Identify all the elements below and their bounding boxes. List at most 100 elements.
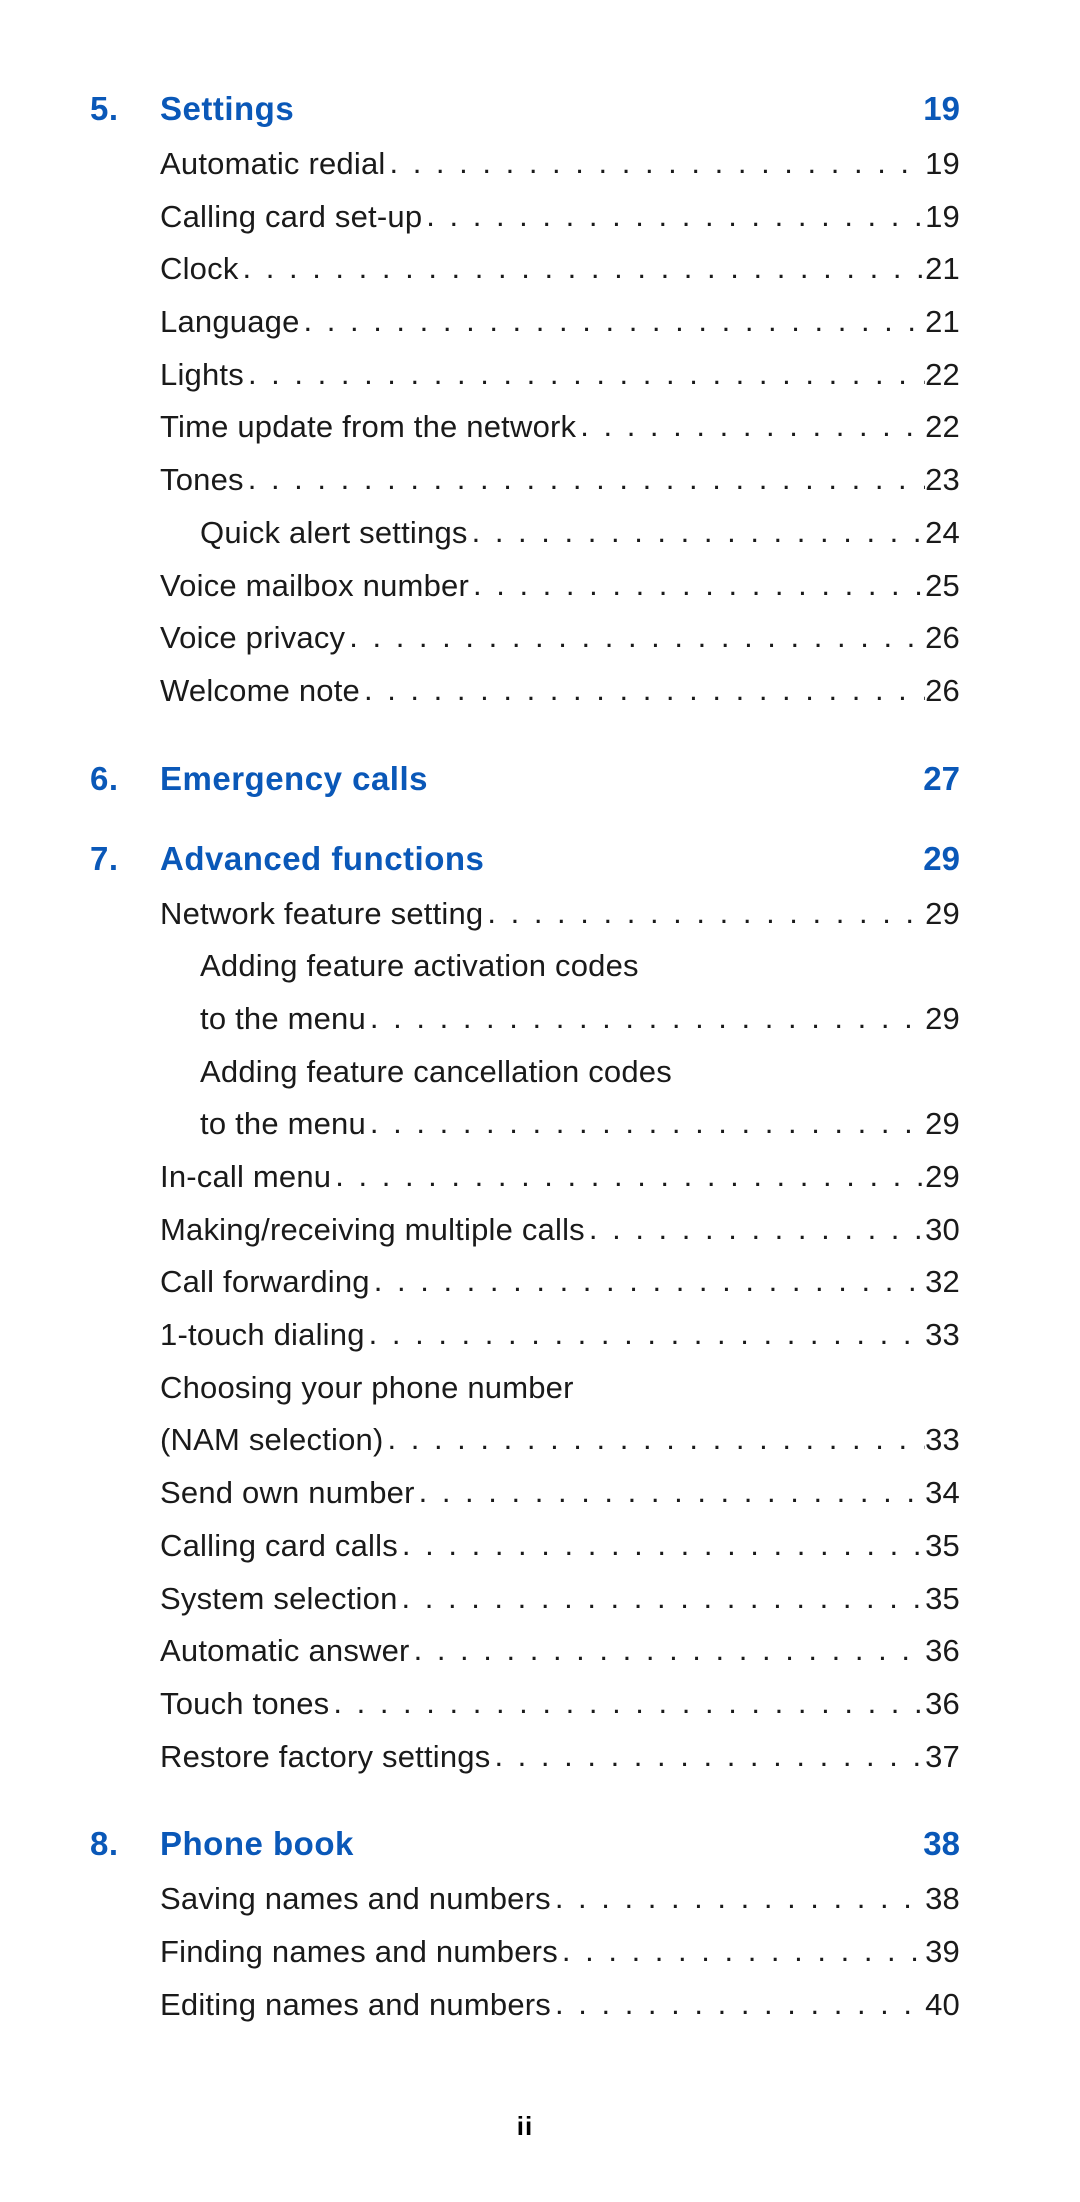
toc-entry[interactable]: Time update from the network 22 xyxy=(160,401,960,454)
toc-entry-label: Language xyxy=(160,296,300,349)
toc-entry[interactable]: Touch tones36 xyxy=(160,1678,960,1731)
toc-entry[interactable]: Saving names and numbers38 xyxy=(160,1873,960,1926)
toc-entry[interactable]: to the menu29 xyxy=(160,1098,960,1151)
toc-entry[interactable]: Voice mailbox number 25 xyxy=(160,560,960,613)
chapter-title: Settings xyxy=(160,90,294,128)
toc-entry-page: 36 xyxy=(925,1625,960,1678)
toc-entry-page: 33 xyxy=(925,1414,960,1467)
toc-entry[interactable]: Language 21 xyxy=(160,296,960,349)
toc-entry-page: 21 xyxy=(925,296,960,349)
toc-entry[interactable]: Editing names and numbers 40 xyxy=(160,1979,960,2032)
toc-entry[interactable]: Finding names and numbers39 xyxy=(160,1926,960,1979)
toc-entry-page: 22 xyxy=(925,401,960,454)
toc-entry-label: Restore factory settings xyxy=(160,1731,490,1784)
chapter-number: 8. xyxy=(90,1825,160,1863)
toc-entry[interactable]: Network feature setting29 xyxy=(160,888,960,941)
page-number-roman: ii xyxy=(517,2111,533,2141)
chapter-row[interactable]: 7.Advanced functions29 xyxy=(90,840,960,878)
chapter-title: Advanced functions xyxy=(160,840,484,878)
toc-entry[interactable]: 1-touch dialing33 xyxy=(160,1309,960,1362)
toc-entry-label: Choosing your phone number xyxy=(160,1362,574,1415)
dot-leader xyxy=(398,1519,925,1572)
toc-entry[interactable]: Tones23 xyxy=(160,454,960,507)
toc-entry-label: (NAM selection) xyxy=(160,1414,384,1467)
dot-leader xyxy=(365,1308,925,1361)
dot-leader xyxy=(490,1730,925,1783)
toc-entry-page: 26 xyxy=(925,612,960,665)
toc-entry-label: Time update from the network xyxy=(160,401,576,454)
dot-leader xyxy=(551,1872,925,1925)
toc-entry[interactable]: In-call menu29 xyxy=(160,1151,960,1204)
dot-leader xyxy=(329,1677,925,1730)
dot-leader xyxy=(331,1150,925,1203)
dot-leader xyxy=(300,295,926,348)
toc-entry-label: Calling card calls xyxy=(160,1520,398,1573)
toc-entry-page: 23 xyxy=(925,454,960,507)
toc-section: 7.Advanced functions29Network feature se… xyxy=(90,840,960,1784)
toc-entry-label: System selection xyxy=(160,1573,398,1626)
toc-entry-label: Touch tones xyxy=(160,1678,329,1731)
toc-entry-wrap-line: Adding feature cancellation codes xyxy=(160,1046,960,1099)
toc-entry[interactable]: Calling card calls 35 xyxy=(160,1520,960,1573)
toc-entry[interactable]: Restore factory settings 37 xyxy=(160,1731,960,1784)
toc-entry-label: Call forwarding xyxy=(160,1256,370,1309)
toc-section: 8.Phone book 38 Saving names and numbers38… xyxy=(90,1825,960,2031)
chapter-title: Phone book xyxy=(160,1825,354,1863)
toc-entry[interactable]: Making/receiving multiple calls30 xyxy=(160,1204,960,1257)
toc-entry-label: Send own number xyxy=(160,1467,415,1520)
chapter-page: 38 xyxy=(923,1825,960,1863)
toc-entry-page: 40 xyxy=(925,1979,960,2032)
toc-entry[interactable]: Automatic redial19 xyxy=(160,138,960,191)
toc-entry-wrap-line: Choosing your phone number xyxy=(160,1362,960,1415)
page-footer: ii xyxy=(90,2111,960,2142)
toc-entry[interactable]: Call forwarding32 xyxy=(160,1256,960,1309)
chapter-page: 19 xyxy=(923,90,960,128)
dot-leader xyxy=(469,559,925,612)
toc-entry-page: 35 xyxy=(925,1573,960,1626)
toc-entry[interactable]: Quick alert settings 24 xyxy=(160,507,960,560)
toc-entry[interactable]: Send own number 34 xyxy=(160,1467,960,1520)
toc-entry[interactable]: Lights22 xyxy=(160,349,960,402)
chapter-row[interactable]: 5.Settings 19 xyxy=(90,90,960,128)
dot-leader xyxy=(366,992,925,1045)
toc-entry-label: 1-touch dialing xyxy=(160,1309,365,1362)
toc-entry-page: 35 xyxy=(925,1520,960,1573)
toc-entry-label: Voice mailbox number xyxy=(160,560,469,613)
toc-entry-page: 29 xyxy=(925,993,960,1046)
toc-entry[interactable]: Clock21 xyxy=(160,243,960,296)
dot-leader xyxy=(370,1255,925,1308)
toc-entry-page: 37 xyxy=(925,1731,960,1784)
toc-entry-page: 30 xyxy=(925,1204,960,1257)
chapter-row[interactable]: 8.Phone book 38 xyxy=(90,1825,960,1863)
entries: Network feature setting29 Adding feature … xyxy=(90,888,960,1784)
toc-entry[interactable]: Voice privacy26 xyxy=(160,612,960,665)
toc-entry-label: Adding feature cancellation codes xyxy=(200,1046,672,1099)
toc-entry-page: 26 xyxy=(925,665,960,718)
toc-entry-page: 25 xyxy=(925,560,960,613)
toc-entry-label: Calling card set-up xyxy=(160,191,422,244)
toc-entry-page: 34 xyxy=(925,1467,960,1520)
toc-entry[interactable]: Calling card set-up 19 xyxy=(160,191,960,244)
chapter-number: 6. xyxy=(90,760,160,798)
dot-leader xyxy=(385,137,925,190)
chapter-row[interactable]: 6.Emergency calls27 xyxy=(90,760,960,798)
entries: Automatic redial19Calling card set-up19C… xyxy=(90,138,960,718)
toc-entry-page: 24 xyxy=(925,507,960,560)
toc-entry-label: Saving names and numbers xyxy=(160,1873,551,1926)
toc-entry[interactable]: System selection 35 xyxy=(160,1573,960,1626)
toc-entry[interactable]: (NAM selection) 33 xyxy=(160,1414,960,1467)
toc-entry-label: Clock xyxy=(160,243,239,296)
toc-entry-label: to the menu xyxy=(200,1098,366,1151)
chapter-number: 5. xyxy=(90,90,160,128)
toc-entry-page: 19 xyxy=(925,191,960,244)
dot-leader xyxy=(366,1097,925,1150)
dot-leader xyxy=(558,1925,925,1978)
dot-leader xyxy=(422,190,925,243)
toc-entry[interactable]: to the menu29 xyxy=(160,993,960,1046)
toc-entry-label: Editing names and numbers xyxy=(160,1979,551,2032)
chapter-number: 7. xyxy=(90,840,160,878)
toc-entry[interactable]: Automatic answer36 xyxy=(160,1625,960,1678)
entries: Saving names and numbers38Finding names … xyxy=(90,1873,960,2031)
toc-entry-label: Quick alert settings xyxy=(200,507,468,560)
toc-entry[interactable]: Welcome note26 xyxy=(160,665,960,718)
